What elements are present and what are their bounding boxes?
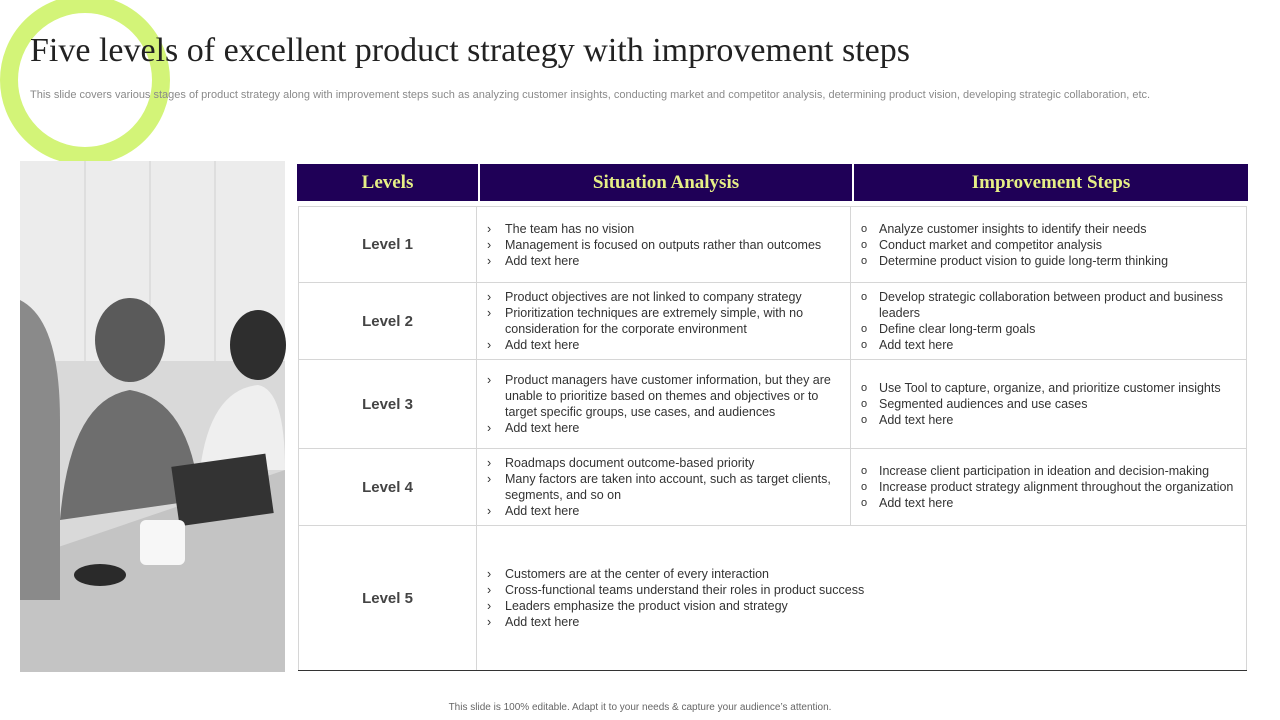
- bullet-item: Add text here: [859, 337, 1238, 353]
- bullet-item: Increase product strategy alignment thro…: [859, 479, 1238, 495]
- bullet-item: Segmented audiences and use cases: [859, 396, 1238, 412]
- ring: [0, 0, 170, 165]
- bullet-item: Determine product vision to guide long-t…: [859, 253, 1238, 269]
- bullet-item: Prioritization techniques are extremely …: [485, 305, 842, 337]
- level-cell: Level 3: [298, 360, 477, 448]
- bullet-list: Develop strategic collaboration between …: [859, 289, 1238, 353]
- level-cell: Level 2: [298, 283, 477, 359]
- bullet-item: Customers are at the center of every int…: [485, 566, 1238, 582]
- bullet-item: Add text here: [485, 420, 842, 436]
- decor: [0, 0, 286, 672]
- situation-cell: Product objectives are not linked to com…: [477, 283, 851, 359]
- bullet-item: Many factors are taken into account, suc…: [485, 471, 842, 503]
- level-cell: Level 1: [298, 207, 477, 282]
- situation-cell: Roadmaps document outcome-based priority…: [477, 449, 851, 525]
- bullet-item: Develop strategic collaboration between …: [859, 289, 1238, 321]
- bullet-item: Add text here: [859, 495, 1238, 511]
- bullet-item: Add text here: [485, 503, 842, 519]
- level-cell: Level 4: [298, 449, 477, 525]
- table-top: [298, 206, 1247, 207]
- column-header: Situation Analysis: [480, 164, 852, 201]
- bullet-item: Increase client participation in ideatio…: [859, 463, 1238, 479]
- situation-cell: Customers are at the center of every int…: [477, 526, 1247, 670]
- bullet-item: Analyze customer insights to identify th…: [859, 221, 1238, 237]
- bullet-item: Cross-functional teams understand their …: [485, 582, 1238, 598]
- bullet-list: Analyze customer insights to identify th…: [859, 221, 1238, 269]
- table-row: Level 5 Customers are at the center of ev…: [298, 526, 1247, 671]
- bullet-item: Add text here: [859, 412, 1238, 428]
- bullet-list: Use Tool to capture, organize, and prior…: [859, 380, 1238, 428]
- bullet-item: Leaders emphasize the product vision and…: [485, 598, 1238, 614]
- column-header: Levels: [297, 164, 478, 201]
- improvement-cell: Develop strategic collaboration between …: [851, 283, 1247, 359]
- table-row: Level 1The team has no visionManagement …: [298, 207, 1247, 283]
- bullet-list: Product managers have customer informati…: [485, 372, 842, 436]
- photo: [20, 161, 286, 672]
- bullet-item: Add text here: [485, 253, 842, 269]
- bullet-item: Product managers have customer informati…: [485, 372, 842, 420]
- column-header: Improvement Steps: [854, 164, 1248, 201]
- bullet-item: Add text here: [485, 337, 842, 353]
- table-row: Level 3Product managers have customer in…: [298, 360, 1247, 449]
- bullet-list: Customers are at the center of every int…: [485, 566, 1238, 630]
- improvement-cell: Use Tool to capture, organize, and prior…: [851, 360, 1247, 448]
- improvement-cell: Increase client participation in ideatio…: [851, 449, 1247, 525]
- bullet-item: Product objectives are not linked to com…: [485, 289, 842, 305]
- bullet-item: Define clear long-term goals: [859, 321, 1238, 337]
- footer: This slide is 100% editable. Adapt it to…: [448, 702, 832, 713]
- table-row: Level 4Roadmaps document outcome-based p…: [298, 449, 1247, 526]
- bullet-item: Management is focused on outputs rather …: [485, 237, 842, 253]
- bullet-item: The team has no vision: [485, 221, 842, 237]
- bullet-item: Use Tool to capture, organize, and prior…: [859, 380, 1238, 396]
- bullet-item: Add text here: [485, 614, 1238, 630]
- level-cell: Level 5: [298, 526, 477, 670]
- situation-cell: The team has no visionManagement is focu…: [477, 207, 851, 282]
- bullet-list: Roadmaps document outcome-based priority…: [485, 455, 842, 519]
- bullet-list: Product objectives are not linked to com…: [485, 289, 842, 353]
- table-row: Level 2 Product objectives are not linked…: [298, 283, 1247, 360]
- bullet-list: The team has no visionManagement is focu…: [485, 221, 842, 269]
- bullet-item: Roadmaps document outcome-based priority: [485, 455, 842, 471]
- improvement-cell: Analyze customer insights to identify th…: [851, 207, 1247, 282]
- bullet-item: Conduct market and competitor analysis: [859, 237, 1238, 253]
- situation-cell: Product managers have customer informati…: [477, 360, 851, 448]
- bullet-list: Increase client participation in ideatio…: [859, 463, 1238, 511]
- title: Five levels of excellent product strateg…: [30, 32, 910, 69]
- subtitle: This slide covers various stages of prod…: [30, 89, 1151, 101]
